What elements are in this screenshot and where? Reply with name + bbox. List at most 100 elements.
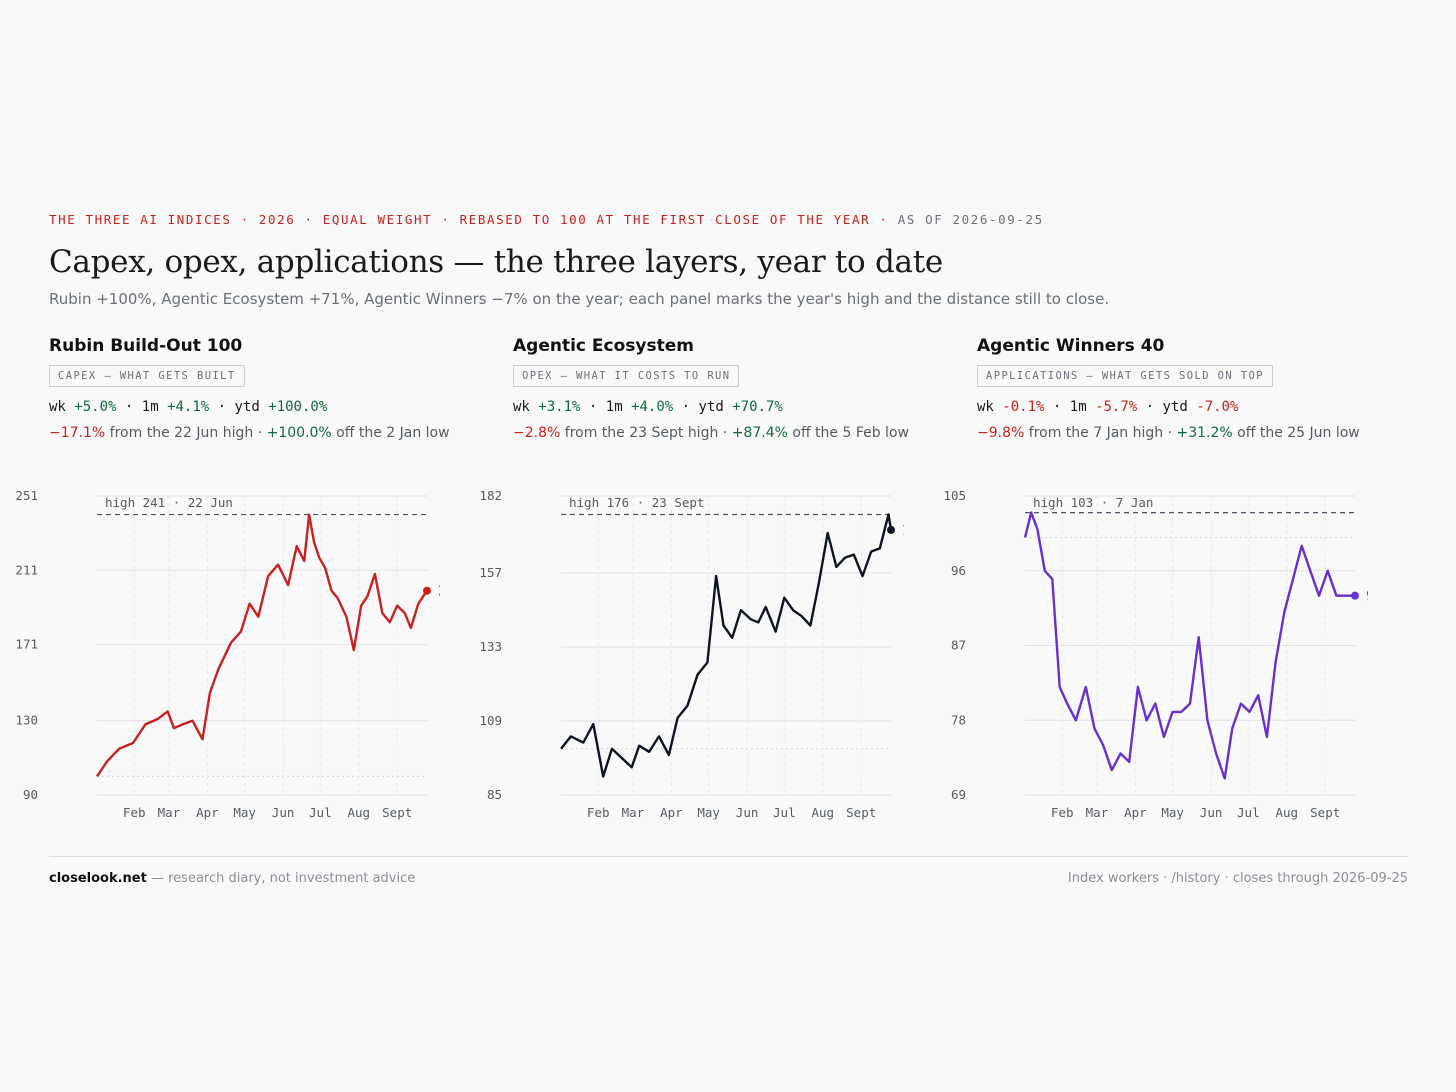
series-line — [560, 513, 893, 778]
last-point — [887, 525, 895, 534]
panels: Rubin Build-Out 100 CAPEX — WHAT GETS BU… — [15, 336, 1408, 836]
footer: closelook.net — research diary, not inve… — [49, 871, 1408, 886]
y-tick-label: 157 — [479, 565, 502, 580]
chart-rubin: 90 130 171 211 251 Feb Mar Apr May Jun Jul Aug Sept h… — [15, 488, 440, 820]
off-low-value: +100.0% — [266, 425, 332, 441]
series-line — [96, 513, 428, 778]
page-title: Capex, opex, applications — the three la… — [49, 244, 943, 280]
sep: · — [217, 399, 227, 415]
from-high-value: −9.8% — [977, 425, 1025, 441]
off-low-text: off the 2 Jan low — [336, 425, 450, 441]
m1-label: 1m — [141, 399, 159, 415]
high-label: high 241 · 22 Jun — [105, 495, 233, 510]
panel-title: Rubin Build-Out 100 — [49, 336, 243, 356]
x-tick-label: Sept — [1310, 805, 1340, 820]
from-high-text: from the 23 Sept high · — [564, 425, 728, 441]
panel-rubin: Rubin Build-Out 100 CAPEX — WHAT GETS BU… — [15, 336, 489, 826]
wk-return: +5.0% — [74, 399, 117, 415]
distance-line: −9.8% from the 7 Jan high · +31.2% off t… — [977, 425, 1417, 443]
ytd-return: +70.7% — [732, 399, 783, 415]
kicker: THE THREE AI INDICES · 2026 · EQUAL WEIG… — [49, 212, 1408, 232]
y-tick-label: 69 — [951, 787, 966, 802]
last-point — [1351, 591, 1359, 600]
last-value-label: 171 — [902, 523, 904, 539]
x-tick-label: May — [697, 805, 720, 820]
distance-line: −17.1% from the 22 Jun high · +100.0% of… — [49, 425, 489, 443]
x-tick-label: Apr — [1124, 805, 1147, 820]
chart-winners: 69 78 87 96 105 Feb Mar Apr May Jun Jul Aug Sept high… — [943, 488, 1368, 820]
x-tick-label: Jul — [1237, 805, 1260, 820]
x-tick-label: Apr — [196, 805, 219, 820]
y-tick-label: 211 — [15, 562, 38, 577]
y-tick-label: 90 — [23, 787, 38, 802]
y-tick-label: 85 — [487, 787, 502, 802]
footer-brand[interactable]: closelook.net — [49, 871, 147, 886]
panel-title: Agentic Winners 40 — [977, 336, 1165, 356]
panel-tag: APPLICATIONS — WHAT GETS SOLD ON TOP — [977, 365, 1273, 387]
x-tick-label: Jun — [1200, 805, 1223, 820]
y-tick-label: 130 — [15, 713, 38, 728]
y-tick-label: 96 — [951, 563, 966, 578]
high-label: high 103 · 7 Jan — [1033, 495, 1153, 510]
last-point — [423, 586, 431, 595]
ytd-label: ytd — [234, 399, 260, 415]
x-tick-label: Mar — [158, 805, 181, 820]
distance-line: −2.8% from the 23 Sept high · +87.4% off… — [513, 425, 953, 443]
off-low-value: +31.2% — [1176, 425, 1233, 441]
m1-return: +4.0% — [631, 399, 674, 415]
y-tick-label: 87 — [951, 638, 966, 653]
ytd-label: ytd — [1162, 399, 1188, 415]
x-tick-label: Aug — [811, 805, 834, 820]
y-tick-label: 171 — [15, 637, 38, 652]
x-tick-label: Mar — [622, 805, 645, 820]
panel-title: Agentic Ecosystem — [513, 336, 694, 356]
sep: · — [1145, 399, 1155, 415]
page-subtitle: Rubin +100%, Agentic Ecosystem +71%, Age… — [49, 290, 1110, 308]
returns-line: wk +5.0% · 1m +4.1% · ytd +100.0% — [49, 399, 489, 417]
footer-divider — [49, 856, 1408, 857]
y-tick-label: 105 — [943, 488, 966, 503]
sep: · — [588, 399, 598, 415]
from-high-text: from the 22 Jun high · — [109, 425, 263, 441]
y-tick-label: 78 — [951, 712, 966, 727]
off-low-text: off the 5 Feb low — [792, 425, 909, 441]
ytd-label: ytd — [698, 399, 724, 415]
last-value-label: 93 — [1366, 589, 1368, 605]
ytd-return: -7.0% — [1196, 399, 1239, 415]
panel-ecosystem: Agentic Ecosystem OPEX — WHAT IT COSTS T… — [479, 336, 953, 826]
m1-label: 1m — [605, 399, 623, 415]
x-tick-label: Feb — [587, 805, 610, 820]
y-tick-label: 182 — [479, 488, 502, 503]
m1-return: -5.7% — [1095, 399, 1138, 415]
m1-return: +4.1% — [167, 399, 210, 415]
x-tick-label: Apr — [660, 805, 683, 820]
sep: · — [681, 399, 691, 415]
wk-label: wk — [513, 399, 530, 415]
x-tick-label: Aug — [1275, 805, 1298, 820]
ytd-return: +100.0% — [268, 399, 328, 415]
last-value-label: 200 — [438, 584, 440, 600]
x-tick-label: Sept — [846, 805, 876, 820]
wk-return: -0.1% — [1002, 399, 1045, 415]
wk-return: +3.1% — [538, 399, 581, 415]
as-of-date: AS OF 2026-09-25 — [897, 212, 1044, 227]
off-low-value: +87.4% — [731, 425, 788, 441]
report: THE THREE AI INDICES · 2026 · EQUAL WEIG… — [15, 212, 1408, 836]
x-tick-label: Jul — [773, 805, 796, 820]
x-tick-label: Feb — [1051, 805, 1074, 820]
x-tick-label: Sept — [382, 805, 412, 820]
high-label: high 176 · 23 Sept — [569, 495, 704, 510]
x-tick-label: Jun — [736, 805, 759, 820]
off-low-text: off the 25 Jun low — [1237, 425, 1360, 441]
panel-tag: OPEX — WHAT IT COSTS TO RUN — [513, 365, 740, 387]
sep: · — [124, 399, 134, 415]
from-high-value: −2.8% — [513, 425, 561, 441]
wk-label: wk — [977, 399, 994, 415]
m1-label: 1m — [1069, 399, 1087, 415]
y-tick-label: 251 — [15, 488, 38, 503]
y-tick-label: 109 — [479, 713, 502, 728]
x-tick-label: Aug — [347, 805, 370, 820]
x-tick-label: May — [233, 805, 256, 820]
wk-label: wk — [49, 399, 66, 415]
returns-line: wk +3.1% · 1m +4.0% · ytd +70.7% — [513, 399, 953, 417]
